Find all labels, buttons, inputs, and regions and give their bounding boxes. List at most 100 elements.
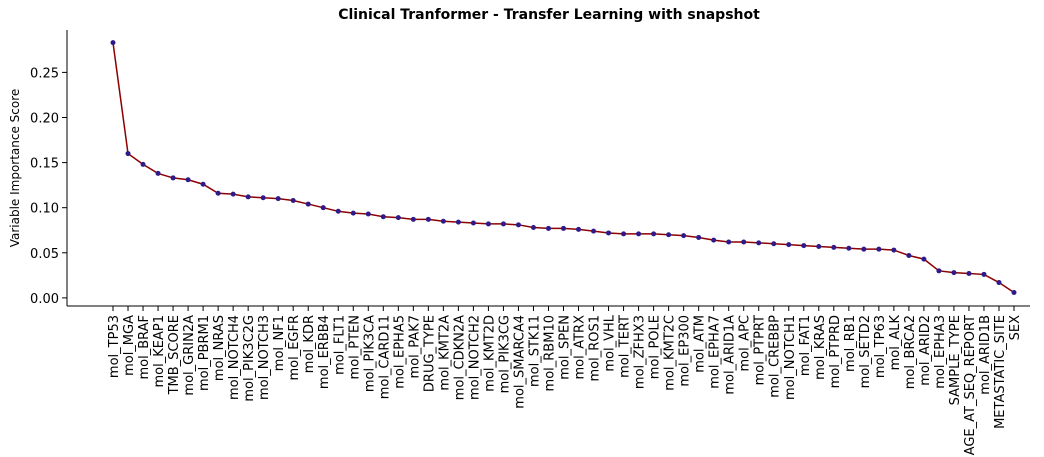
x-tick-label: SEX [1008,315,1023,340]
x-tick-label: mol_GRIN2A [182,315,197,396]
x-tick-label: mol_NF1 [272,315,287,371]
data-point [606,230,612,236]
data-point [410,216,416,222]
data-point [756,240,762,246]
x-tick-label: mol_SETD2 [858,315,873,388]
data-point [846,245,852,251]
y-tick-label: 0.00 [30,292,59,307]
data-point [110,40,116,46]
data-point [170,175,176,181]
data-point [155,170,161,176]
x-tick-label: mol_BRAF [137,315,152,380]
x-tick-label: mol_ATRX [573,315,588,380]
data-point [140,161,146,167]
x-tick-label: mol_PTPRT [753,315,768,385]
data-point [290,197,296,203]
data-point [981,271,987,277]
data-point [636,231,642,237]
y-axis-label: Variable Importance Score [8,89,22,248]
x-tick-label: METASTATIC_SITE [993,315,1008,429]
x-tick-label: mol_KMT2C [663,315,678,391]
x-tick-label: mol_MGA [122,315,137,376]
x-tick-label: mol_EGFR [287,315,302,381]
data-point [816,243,822,249]
x-tick-label: mol_FAT1 [798,315,813,376]
y-tick-label: 0.10 [30,202,59,217]
x-tick-label: mol_SPEN [558,315,573,380]
data-point [951,270,957,276]
x-tick-label: AGE_AT_SEQ_REPORT [963,315,978,455]
x-tick-label: mol_NOTCH3 [257,315,272,400]
x-tick-label: mol_KRAS [813,315,828,380]
x-tick-label: mol_APC [738,315,753,372]
data-point [921,256,927,262]
x-tick-label: DRUG_TYPE [422,315,437,392]
x-tick-label: mol_EPHA7 [708,315,723,389]
x-tick-label: mol_PTPRD [828,315,843,388]
x-tick-label: mol_CDKN2A [452,315,467,400]
data-point [771,241,777,247]
x-tick-label: mol_EPHA5 [392,315,407,389]
data-point [861,246,867,252]
data-line [112,42,1015,294]
data-point [651,231,657,237]
x-tick-label: mol_PIK3CA [362,315,377,392]
x-tick-label: mol_RBM10 [542,315,557,391]
y-tick-label: 0.25 [30,66,59,81]
data-point [801,243,807,249]
data-point [320,205,326,211]
data-point [1011,289,1017,295]
x-tick-label: mol_ZFHX3 [633,315,648,389]
data-point [681,233,687,239]
data-point [365,211,371,217]
x-tick-label: TMB_SCORE [167,315,182,395]
x-tick-label: mol_PTEN [347,315,362,379]
data-point [305,201,311,207]
x-tick-label: mol_NOTCH4 [227,315,242,400]
x-tick-label: mol_FLT1 [332,315,347,375]
data-point [726,239,732,245]
x-tick-label: mol_ALK [888,315,903,371]
x-tick-label: mol_ARID1B [978,315,993,395]
data-point [711,237,717,243]
x-tick-label: mol_TP53 [107,315,122,378]
x-tick-label: mol_CREBBP [768,315,783,398]
x-tick-label: mol_ARID1A [723,315,738,395]
data-point [561,225,566,231]
data-point [966,271,972,277]
data-point [891,247,897,253]
data-point [395,215,401,221]
x-tick-label: mol_NOTCH1 [783,315,798,400]
data-point [380,214,386,220]
data-point [831,244,837,250]
data-point [440,218,446,224]
x-tick-label: mol_SMARCA4 [512,315,527,409]
data-point [500,221,506,227]
x-tick-label: mol_POLE [648,315,663,379]
x-tick-label: mol_KMT2A [437,315,452,391]
x-tick-label: mol_KEAP1 [152,315,167,387]
data-point [591,228,597,234]
x-tick-label: mol_ERBB4 [317,315,332,389]
x-tick-label: SAMPLE_TYPE [948,315,963,405]
data-point [275,196,281,202]
data-point [350,210,356,216]
x-tick-label: mol_CARD11 [377,315,392,399]
x-tick-label: mol_KDR [302,315,317,373]
data-point [530,225,536,231]
y-tick-label: 0.20 [30,111,59,126]
x-tick-label: mol_STK11 [527,315,542,387]
data-point [906,252,912,258]
data-point [545,225,551,231]
x-tick-label: mol_BRCA2 [903,315,918,389]
data-point [455,219,461,225]
data-point [666,232,672,238]
x-tick-label: mol_ATM [693,315,708,373]
y-tick-label: 0.05 [30,247,59,262]
data-point [260,195,266,201]
x-tick-label: mol_PAK7 [407,315,422,378]
data-point [485,221,491,227]
data-point [335,208,341,214]
x-tick-label: mol_EP300 [678,315,693,387]
